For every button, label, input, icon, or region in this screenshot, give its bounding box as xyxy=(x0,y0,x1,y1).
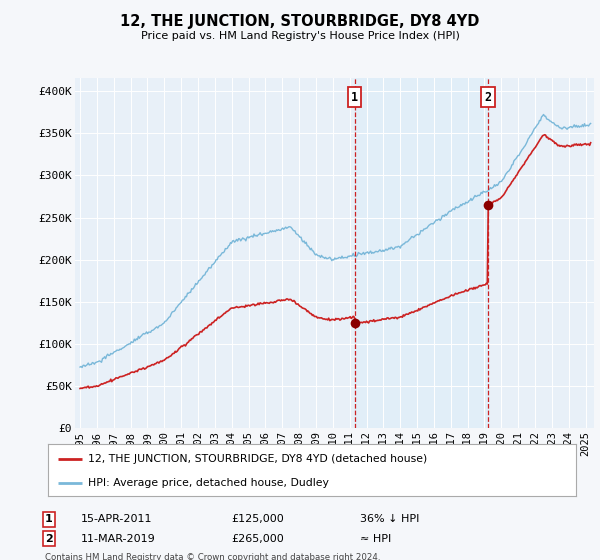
Text: 1: 1 xyxy=(351,91,358,104)
Text: 36% ↓ HPI: 36% ↓ HPI xyxy=(360,514,419,524)
Text: 2: 2 xyxy=(484,91,491,104)
Text: 11-MAR-2019: 11-MAR-2019 xyxy=(81,534,156,544)
Text: Price paid vs. HM Land Registry's House Price Index (HPI): Price paid vs. HM Land Registry's House … xyxy=(140,31,460,41)
Text: Contains HM Land Registry data © Crown copyright and database right 2024.
This d: Contains HM Land Registry data © Crown c… xyxy=(45,553,380,560)
Bar xyxy=(355,78,488,428)
Text: £265,000: £265,000 xyxy=(231,534,284,544)
Text: 12, THE JUNCTION, STOURBRIDGE, DY8 4YD (detached house): 12, THE JUNCTION, STOURBRIDGE, DY8 4YD (… xyxy=(88,454,427,464)
Text: 12, THE JUNCTION, STOURBRIDGE, DY8 4YD: 12, THE JUNCTION, STOURBRIDGE, DY8 4YD xyxy=(121,14,479,29)
Text: 15-APR-2011: 15-APR-2011 xyxy=(81,514,152,524)
Text: 2: 2 xyxy=(45,534,53,544)
Text: £125,000: £125,000 xyxy=(231,514,284,524)
Text: HPI: Average price, detached house, Dudley: HPI: Average price, detached house, Dudl… xyxy=(88,478,328,488)
Text: ≈ HPI: ≈ HPI xyxy=(360,534,391,544)
Text: 1: 1 xyxy=(45,514,53,524)
